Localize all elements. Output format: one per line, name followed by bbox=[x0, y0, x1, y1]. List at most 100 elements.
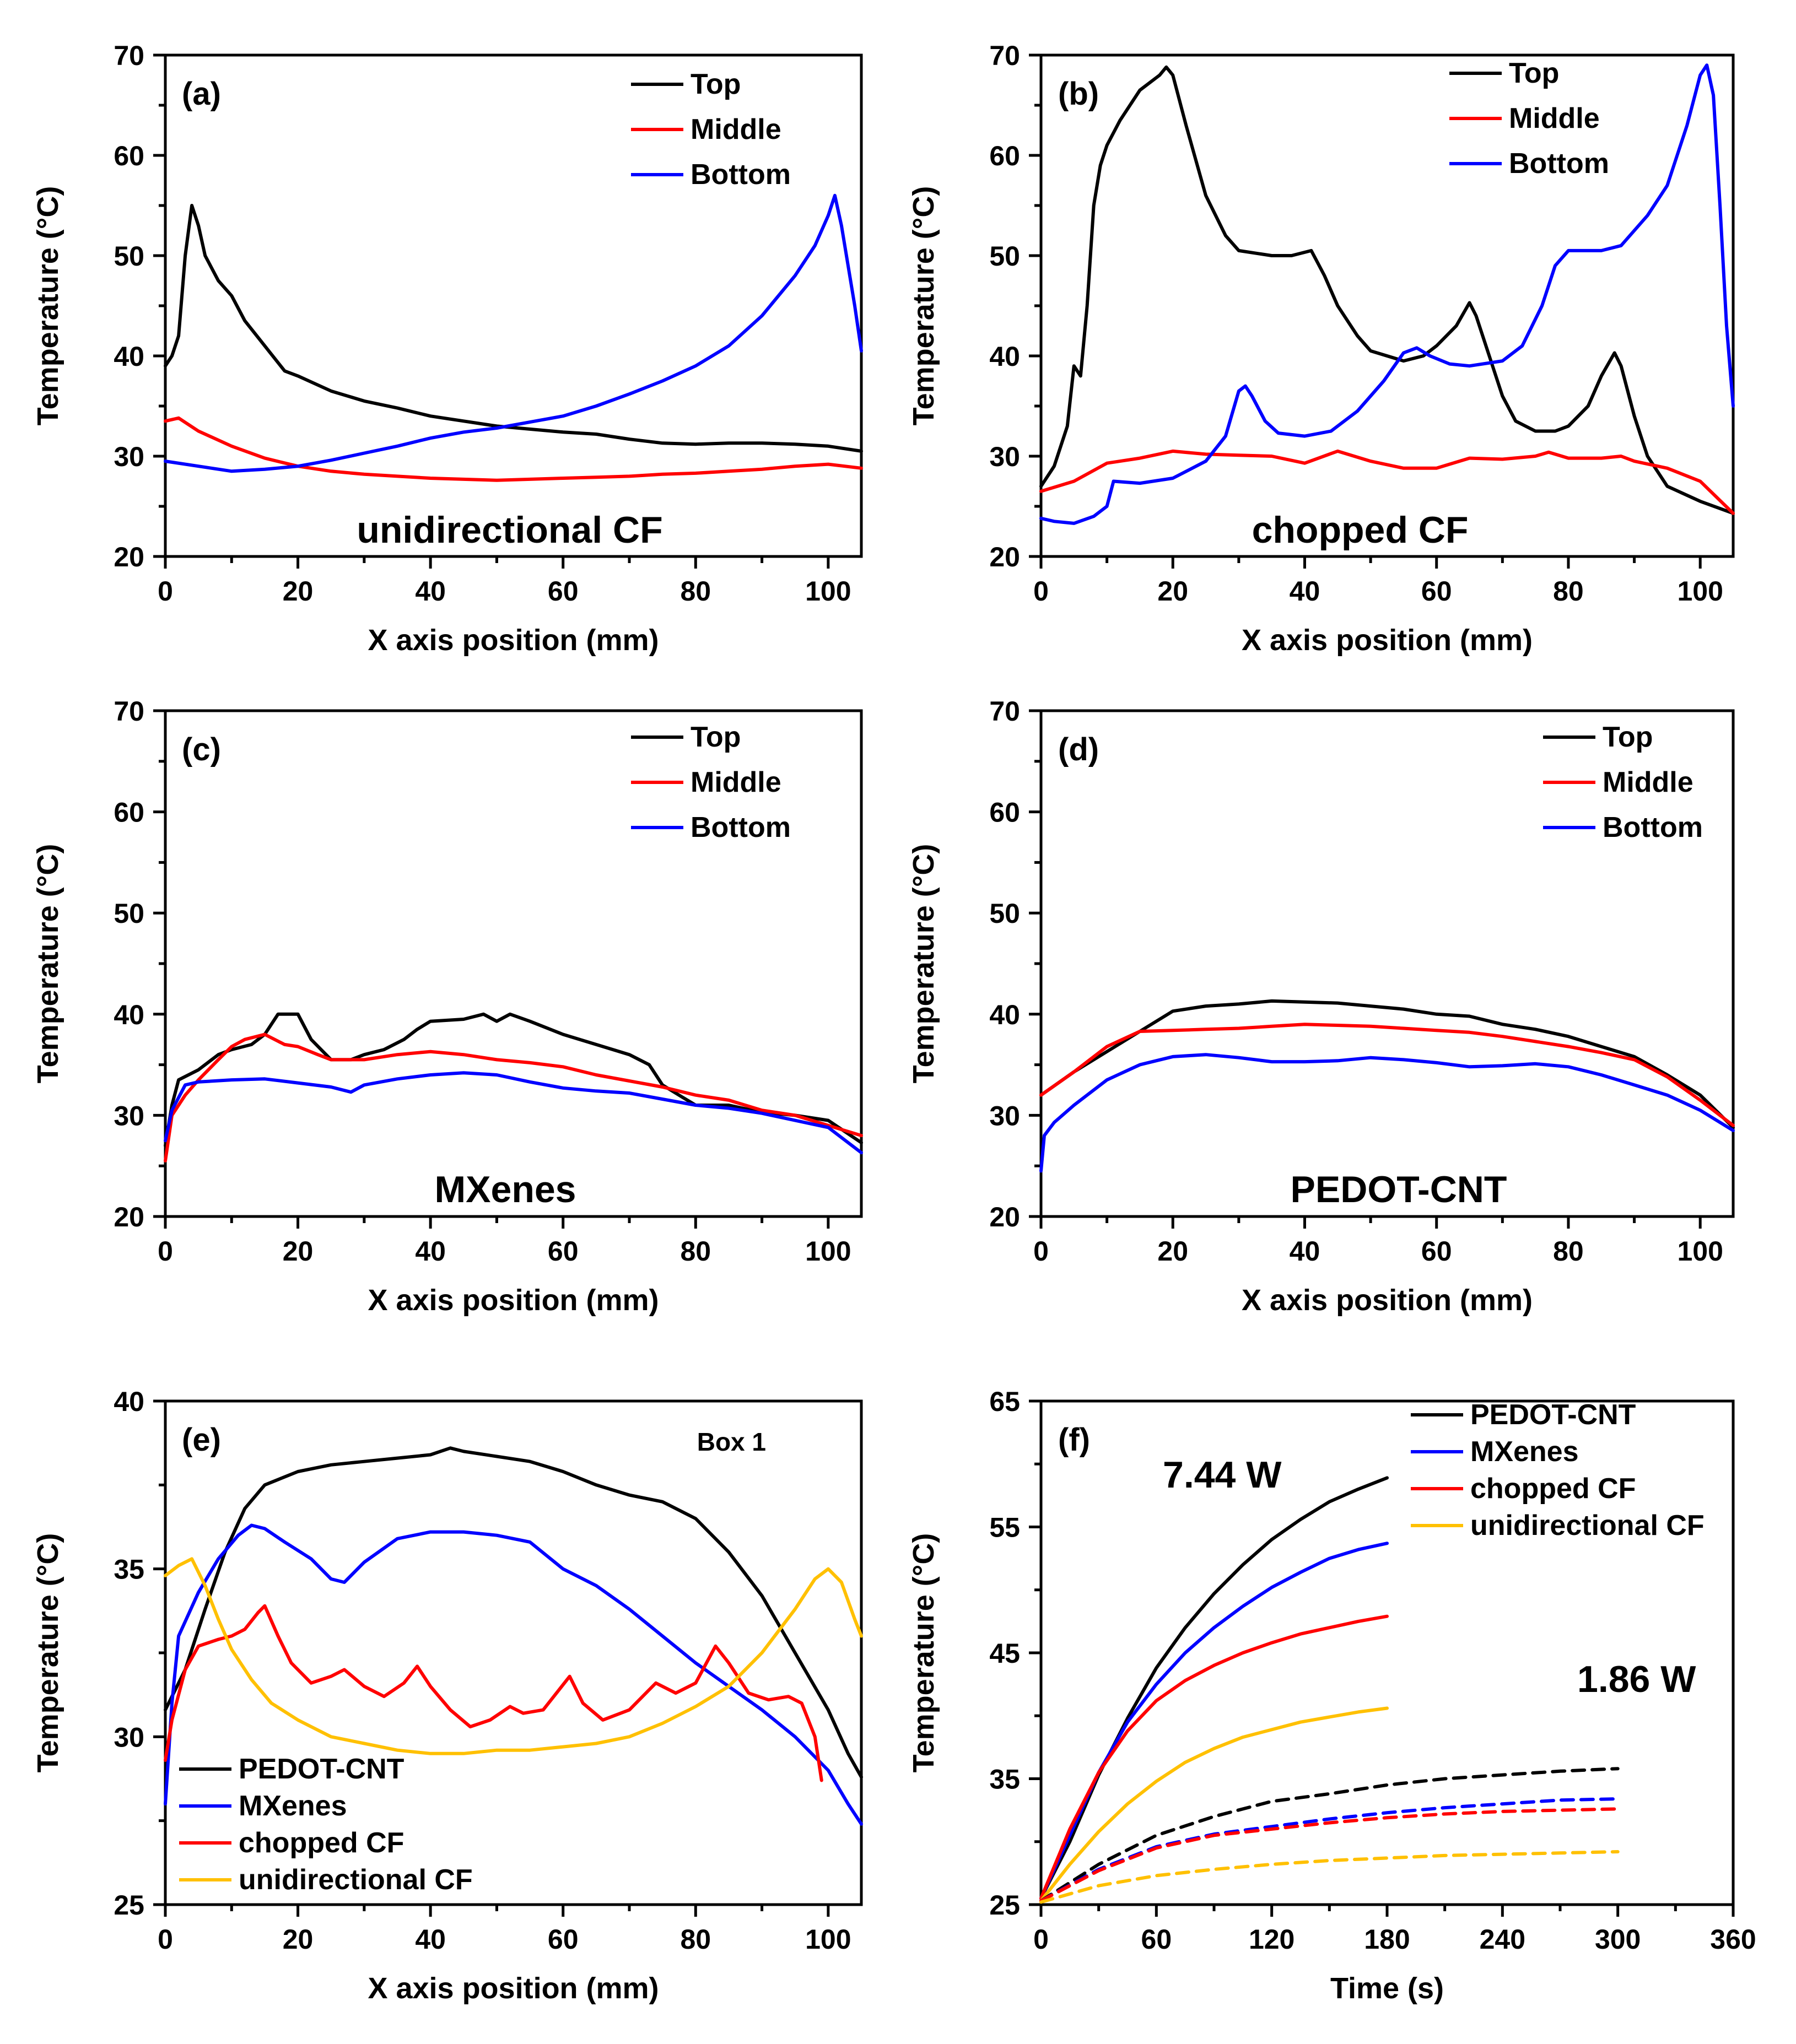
y-tick-label: 60 bbox=[989, 140, 1020, 171]
y-tick-label: 50 bbox=[989, 898, 1020, 929]
series-line-mxenes bbox=[164, 1523, 863, 1826]
x-tick-label: 60 bbox=[1421, 576, 1452, 607]
x-axis-label: X axis position (mm) bbox=[1242, 1284, 1533, 1317]
panel-label: (e) bbox=[182, 1422, 221, 1458]
x-tick-label: 0 bbox=[158, 1236, 173, 1267]
panel-label: (c) bbox=[182, 732, 221, 767]
legend-label: MXenes bbox=[1470, 1436, 1579, 1468]
legend-label: Top bbox=[691, 721, 741, 753]
series-line-top bbox=[164, 204, 863, 453]
y-tick-label: 40 bbox=[989, 999, 1020, 1030]
panel-label: (b) bbox=[1058, 76, 1099, 112]
x-tick-label: 300 bbox=[1595, 1924, 1641, 1955]
legend-label: unidirectional CF bbox=[239, 1864, 473, 1896]
series-line-bottom bbox=[164, 1071, 863, 1155]
y-tick-label: 20 bbox=[114, 1202, 144, 1232]
x-tick-label: 40 bbox=[415, 576, 446, 607]
y-tick-label: 60 bbox=[989, 797, 1020, 828]
series-line-top bbox=[1039, 65, 1735, 515]
y-tick-label: 40 bbox=[114, 1386, 144, 1417]
series-line-unidirectional-cf-1-86-w bbox=[1039, 1850, 1620, 1904]
box-label: Box 1 bbox=[697, 1427, 766, 1456]
legend-label: Top bbox=[1603, 721, 1653, 753]
x-axis-label: X axis position (mm) bbox=[368, 1972, 659, 2005]
x-tick-label: 80 bbox=[1553, 1236, 1584, 1267]
y-axis-label: Temperature (°C) bbox=[31, 186, 64, 426]
y-tick-label: 65 bbox=[989, 1386, 1020, 1417]
y-tick-label: 50 bbox=[114, 241, 144, 272]
y-axis-label: Temperature (°C) bbox=[907, 844, 940, 1084]
series-line-bottom bbox=[1039, 1053, 1735, 1173]
legend-label: PEDOT-CNT bbox=[1470, 1399, 1636, 1431]
material-label: MXenes bbox=[435, 1169, 576, 1210]
y-tick-label: 30 bbox=[114, 1100, 144, 1131]
series-line-unidirectional-cf bbox=[1039, 1706, 1389, 1903]
x-tick-label: 80 bbox=[1553, 576, 1584, 607]
x-tick-label: 20 bbox=[283, 1924, 314, 1955]
power-label-high: 7.44 W bbox=[1163, 1454, 1282, 1496]
x-tick-label: 180 bbox=[1364, 1924, 1410, 1955]
panel-e: 25 30 35 40 0 20 40 60 80 100 X axis position (mm)… bbox=[31, 1386, 863, 2005]
x-tick-label: 40 bbox=[415, 1924, 446, 1955]
material-label: unidirectional CF bbox=[357, 509, 662, 551]
x-tick-label: 80 bbox=[680, 1924, 711, 1955]
x-tick-label: 0 bbox=[1033, 576, 1049, 607]
y-tick-label: 60 bbox=[114, 797, 144, 828]
y-tick-label: 25 bbox=[989, 1890, 1020, 1921]
y-tick-label: 40 bbox=[989, 341, 1020, 372]
x-tick-label: 80 bbox=[680, 1236, 711, 1267]
series-line-mxenes bbox=[1039, 1542, 1389, 1900]
y-tick-label: 20 bbox=[114, 542, 144, 572]
legend-label: chopped CF bbox=[1470, 1473, 1636, 1505]
y-axis-label: Temperature (°C) bbox=[31, 1533, 64, 1773]
legend-label: MXenes bbox=[239, 1790, 347, 1822]
legend-label: unidirectional CF bbox=[1470, 1510, 1705, 1542]
legend-label: Top bbox=[691, 68, 741, 100]
y-tick-label: 30 bbox=[114, 1722, 144, 1753]
y-tick-label: 70 bbox=[114, 696, 144, 727]
series-line-pedot-cnt bbox=[164, 1446, 863, 1779]
legend-label: Bottom bbox=[691, 812, 791, 843]
x-tick-label: 60 bbox=[1421, 1236, 1452, 1267]
legend-label: chopped CF bbox=[239, 1827, 404, 1859]
y-tick-label: 70 bbox=[989, 696, 1020, 727]
x-tick-label: 20 bbox=[283, 576, 314, 607]
x-tick-label: 60 bbox=[1141, 1924, 1172, 1955]
series-line-pedot-cnt-1-86-w bbox=[1039, 1767, 1620, 1903]
y-tick-label: 35 bbox=[989, 1764, 1020, 1795]
legend-label: Top bbox=[1509, 57, 1559, 89]
x-axis-label: Time (s) bbox=[1330, 1972, 1444, 2005]
series-line-top bbox=[1039, 999, 1735, 1129]
power-label-low: 1.86 W bbox=[1577, 1658, 1696, 1700]
x-tick-label: 100 bbox=[805, 576, 851, 607]
y-tick-label: 30 bbox=[114, 441, 144, 472]
legend-label: PEDOT-CNT bbox=[239, 1753, 404, 1785]
y-tick-label: 40 bbox=[114, 341, 144, 372]
legend-label: Middle bbox=[1509, 102, 1600, 134]
y-tick-label: 30 bbox=[989, 1100, 1020, 1131]
series-line-middle bbox=[1039, 1023, 1735, 1127]
y-tick-label: 20 bbox=[989, 1202, 1020, 1232]
legend-label: Bottom bbox=[1603, 812, 1703, 843]
y-tick-label: 50 bbox=[989, 241, 1020, 272]
series-line-middle bbox=[1039, 449, 1735, 515]
series-line-bottom bbox=[1039, 63, 1735, 525]
y-tick-label: 50 bbox=[114, 898, 144, 929]
y-axis-label: Temperature (°C) bbox=[907, 1533, 940, 1773]
panel-b: 20 30 40 50 60 70 0 20 40 60 80 100 X axis position … bbox=[907, 40, 1735, 657]
panel-a: 20 30 40 50 60 70 0 20 40 60 80 100 X axis position … bbox=[31, 40, 863, 657]
series-line-chopped-cf-1-86-w bbox=[1039, 1807, 1620, 1903]
x-axis-label: X axis position (mm) bbox=[368, 624, 659, 657]
x-tick-label: 0 bbox=[158, 1924, 173, 1955]
series-line-chopped-cf bbox=[1039, 1614, 1389, 1900]
x-tick-label: 100 bbox=[1677, 1236, 1723, 1267]
panel-c: 20 30 40 50 60 70 0 20 40 60 80 100 X axis position … bbox=[31, 696, 863, 1317]
panel-d: 20 30 40 50 60 70 0 20 40 60 80 100 X axis position … bbox=[907, 696, 1735, 1317]
x-tick-label: 100 bbox=[805, 1236, 851, 1267]
x-tick-label: 20 bbox=[1157, 1236, 1188, 1267]
x-axis-label: X axis position (mm) bbox=[368, 1284, 659, 1317]
y-tick-label: 45 bbox=[989, 1638, 1020, 1669]
y-tick-label: 60 bbox=[114, 140, 144, 171]
x-tick-label: 0 bbox=[1033, 1236, 1049, 1267]
